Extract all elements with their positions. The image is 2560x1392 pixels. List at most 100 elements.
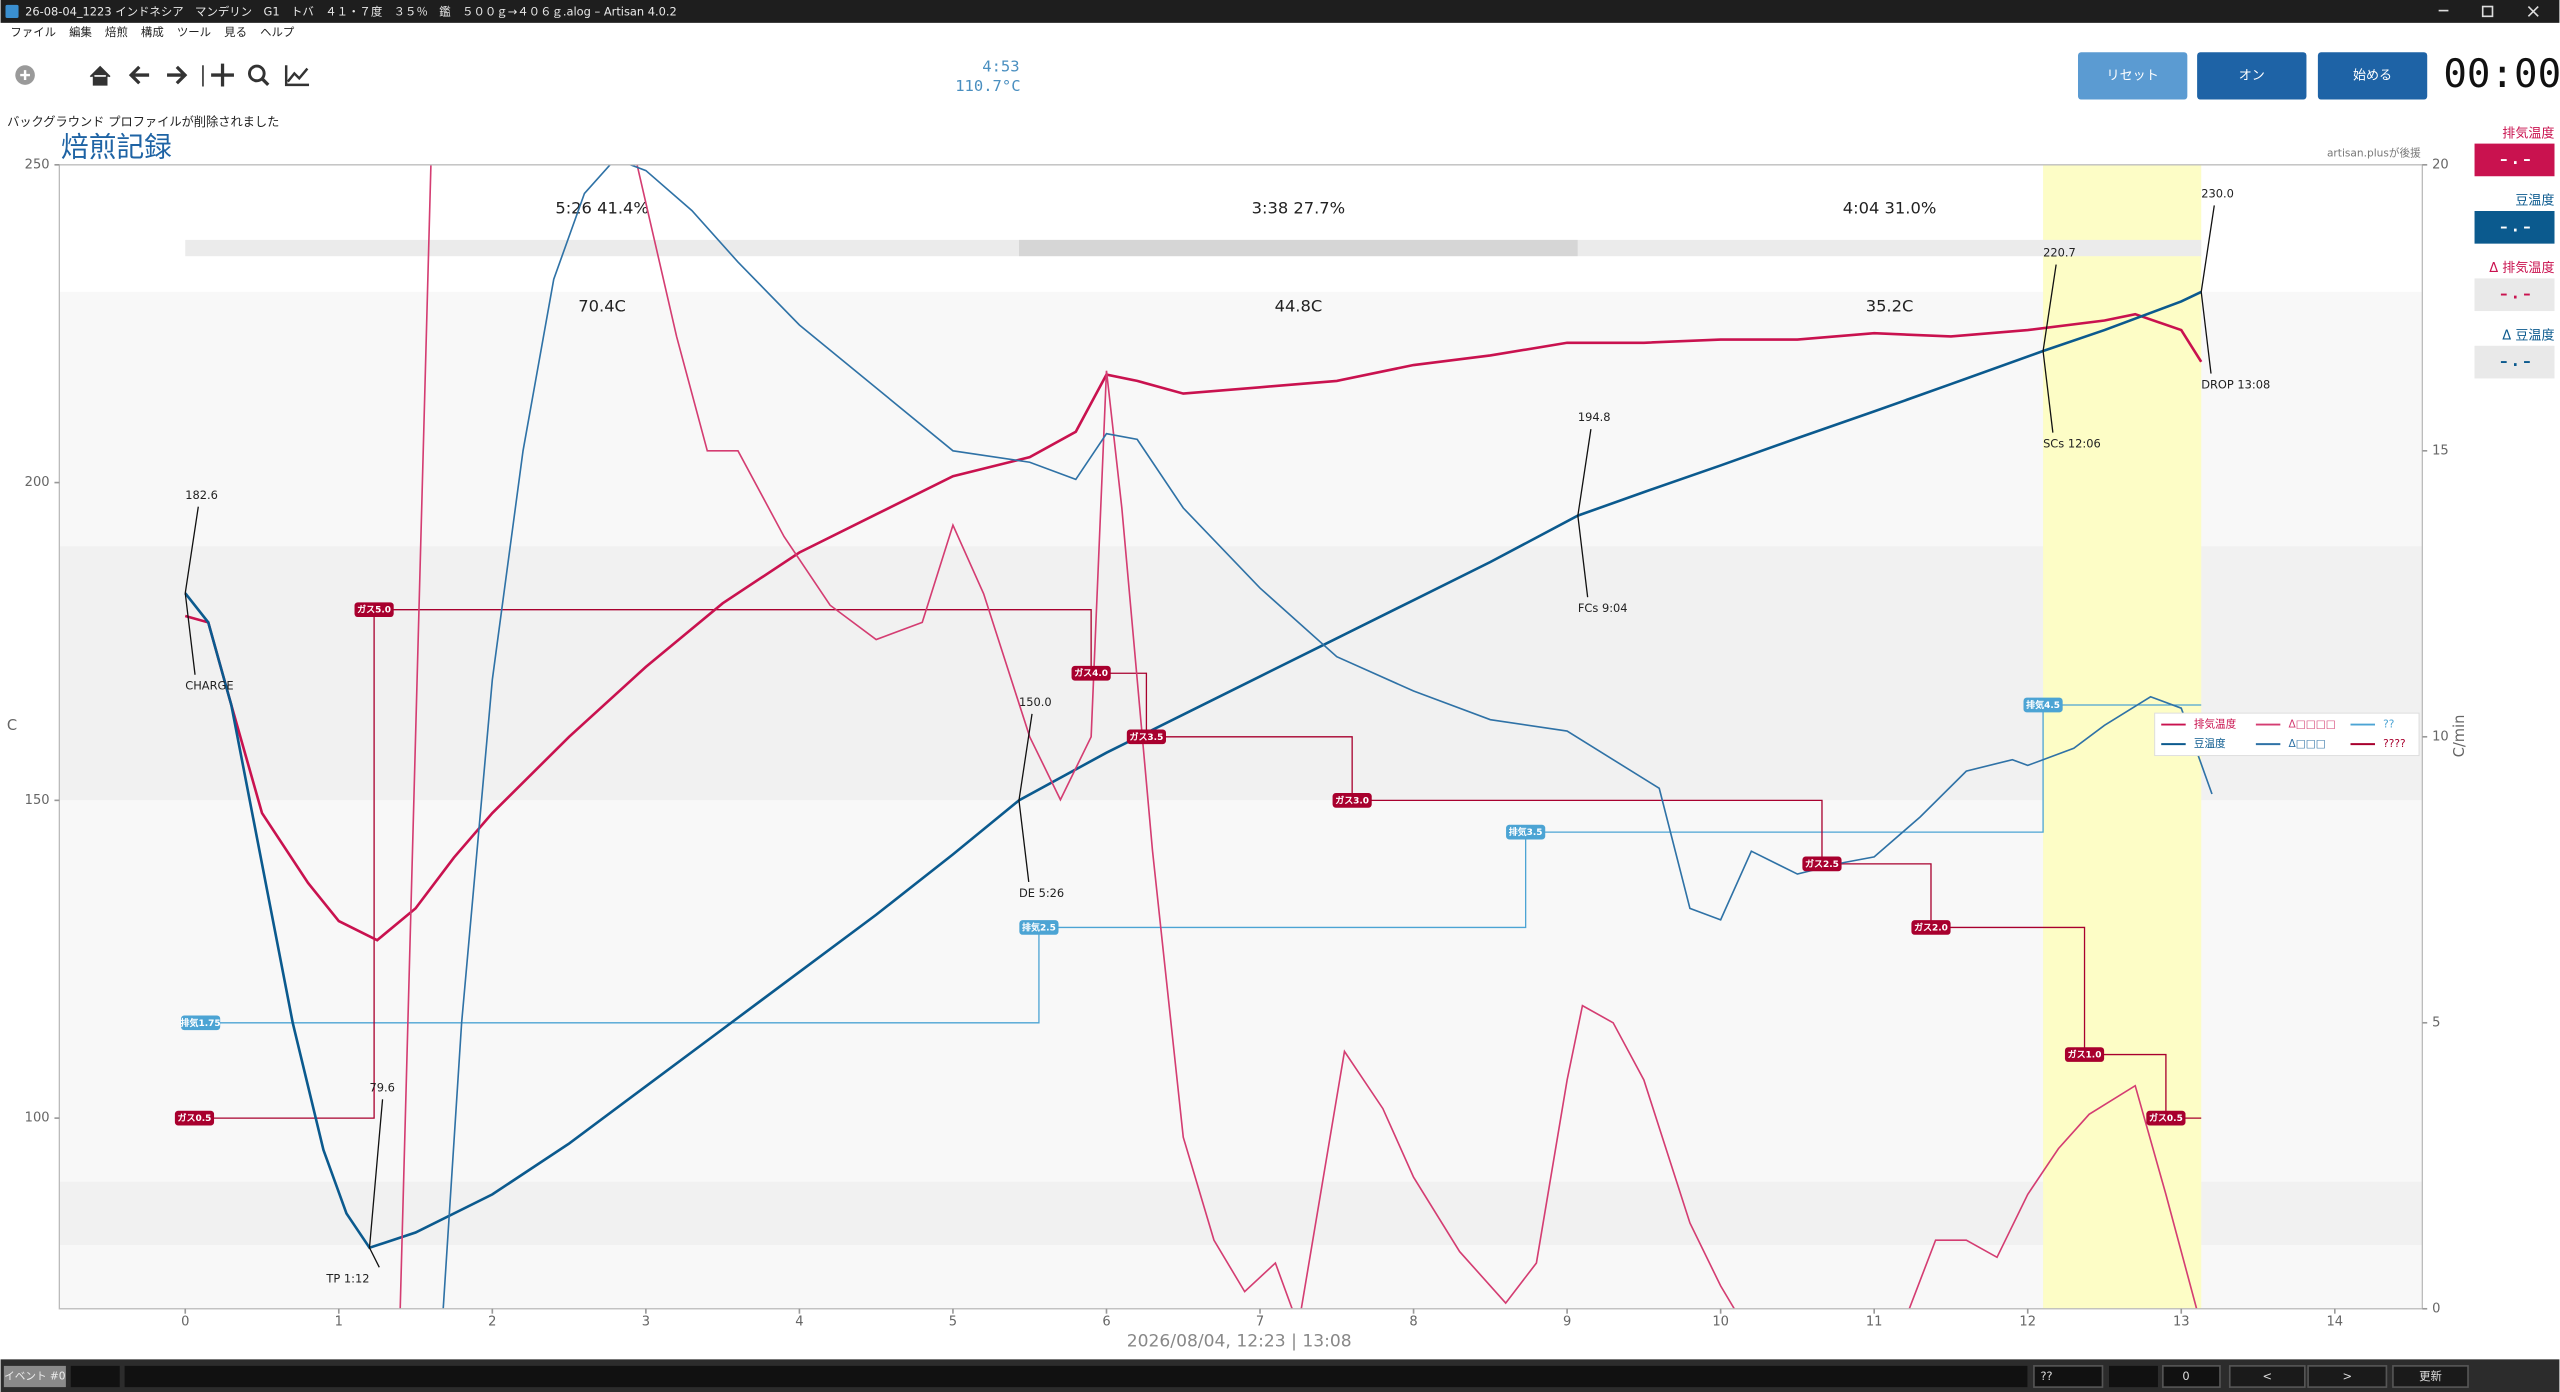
legend-label: Δ□□□□ <box>2289 719 2336 731</box>
event-description-field[interactable] <box>124 1365 2028 1388</box>
annotation-value: 230.0 <box>2201 187 2234 201</box>
home-button[interactable] <box>89 65 111 86</box>
event-value-field[interactable] <box>2108 1365 2158 1388</box>
x-tick-label: 3 <box>642 1314 650 1329</box>
event-type-field[interactable] <box>70 1365 120 1388</box>
event-step <box>200 927 1040 1024</box>
x-tick-label: 7 <box>1256 1314 1264 1329</box>
event-flag-label: 排気4.5 <box>2026 699 2060 711</box>
event-flag-label: ガス0.5 <box>2149 1112 2183 1124</box>
event-step <box>1146 736 1353 801</box>
chart-button[interactable] <box>284 65 310 87</box>
phase-bar <box>1018 239 1578 257</box>
event-flag <box>1071 665 1111 681</box>
curve <box>442 164 2213 1309</box>
x-tick-label: 14 <box>2326 1314 2343 1329</box>
x-tick-label: 1 <box>335 1314 343 1329</box>
maximize[interactable] <box>2481 5 2494 18</box>
event-flag-label: ガス2.5 <box>1805 858 1839 870</box>
event-flag-label: ガス0.5 <box>178 1112 212 1124</box>
lcd-box <box>2474 345 2555 379</box>
y2-tick-label: 15 <box>2432 443 2449 458</box>
temperature-band <box>59 1245 2423 1309</box>
lcd-value: – . – <box>2500 151 2530 168</box>
lcd-value: – . – <box>2500 353 2530 370</box>
event-step <box>1930 926 2086 1055</box>
annotation-value: 194.8 <box>1578 410 1611 424</box>
lcd-label: Δ 排気温度 <box>2489 260 2554 276</box>
phase-label: 3:38 27.7% <box>1252 198 1346 217</box>
event-combo-value: ?? <box>2040 1369 2052 1383</box>
lcd-label: 排気温度 <box>2502 125 2554 141</box>
event-step <box>374 609 1092 674</box>
event-step <box>2084 1053 2167 1119</box>
annotation-line <box>2200 205 2215 374</box>
event-combo[interactable] <box>2033 1365 2104 1388</box>
y-tick-label: 150 <box>25 793 50 808</box>
plot-background <box>59 164 2423 1309</box>
lcd-panel: 排気温度 – . – 豆温度 – . – Δ 排気温度 – . – Δ 豆温度 – . – <box>2474 125 2555 379</box>
x-tick-label: 2 <box>488 1314 496 1329</box>
event-flag <box>174 1110 215 1126</box>
event-flag <box>2064 1047 2105 1062</box>
lcd-value: – . – <box>2500 218 2530 235</box>
x-tick-label: 9 <box>1563 1314 1571 1329</box>
y-tick-label: 100 <box>25 1111 50 1126</box>
event-flag-label: ガス3.5 <box>1129 731 1163 743</box>
prev-button[interactable] <box>2228 1365 2306 1388</box>
lcd-box <box>2474 211 2555 244</box>
menu-item[interactable]: 焙煎 <box>105 25 128 39</box>
annotation-line <box>2042 264 2057 433</box>
x-tick-label: 10 <box>1712 1314 1729 1329</box>
next-button[interactable] <box>2307 1365 2388 1388</box>
y2-tick-label: 20 <box>2432 157 2449 172</box>
menu-item[interactable]: 構成 <box>141 25 164 39</box>
control-button[interactable] <box>2197 52 2307 100</box>
event-spin-value: 0 <box>2182 1369 2189 1383</box>
event-counter: イベント #0 <box>4 1370 66 1382</box>
phase-label: 4:04 31.0% <box>1843 198 1937 217</box>
event-flag <box>1019 920 1059 935</box>
menu-item[interactable]: ヘルプ <box>260 25 295 39</box>
menu-item[interactable]: 見る <box>224 25 247 39</box>
zoom-button[interactable] <box>247 64 266 83</box>
update-button[interactable] <box>2392 1365 2469 1388</box>
y-tick-label: 200 <box>25 475 50 490</box>
curve <box>399 164 2198 1309</box>
event-spinbox[interactable] <box>2162 1365 2221 1388</box>
event-flag-label: ガス5.0 <box>357 604 391 616</box>
minimize[interactable] <box>2438 9 2449 12</box>
menu-item[interactable]: ファイル <box>10 25 56 39</box>
event-step <box>1525 705 2044 833</box>
x-tick-label: 0 <box>181 1314 189 1329</box>
lcd-label: 豆温度 <box>2515 193 2554 209</box>
y2-tick-label: 0 <box>2432 1301 2440 1316</box>
annotation-name: SCs 12:06 <box>2043 437 2101 451</box>
annotation-line <box>368 1099 384 1268</box>
x-axis-label: 2026/08/04, 12:23 | 13:08 <box>1127 1331 1352 1351</box>
control-button-label: オン <box>2239 68 2265 83</box>
close[interactable] <box>2527 5 2539 17</box>
control-button[interactable] <box>2077 52 2188 100</box>
event-label-box <box>3 1365 66 1388</box>
back-button[interactable] <box>128 65 150 85</box>
legend-label: ???? <box>2383 738 2406 750</box>
menu-item[interactable]: ツール <box>177 25 211 39</box>
event-flag <box>2023 697 2063 713</box>
menu-item[interactable]: 編集 <box>69 25 92 39</box>
phase-label: 5:26 41.4% <box>555 198 649 217</box>
forward-button[interactable] <box>167 65 188 85</box>
annotation-name: CHARGE <box>185 679 233 693</box>
annotation-name: FCs 9:04 <box>1578 601 1628 615</box>
event-flag <box>354 602 394 618</box>
control-button-label: リセット <box>2107 68 2159 83</box>
add-icon <box>20 70 30 80</box>
annotation-line <box>1577 429 1592 598</box>
event-step <box>1038 832 1527 929</box>
x-tick-label: 5 <box>949 1314 957 1329</box>
sponsor: artisan.plusが後援 <box>2327 146 2421 159</box>
event-flag-label: 排気1.75 <box>181 1017 221 1029</box>
event-flag <box>1126 729 1166 745</box>
control-button[interactable] <box>2317 52 2428 100</box>
pan-button[interactable] <box>211 63 234 87</box>
